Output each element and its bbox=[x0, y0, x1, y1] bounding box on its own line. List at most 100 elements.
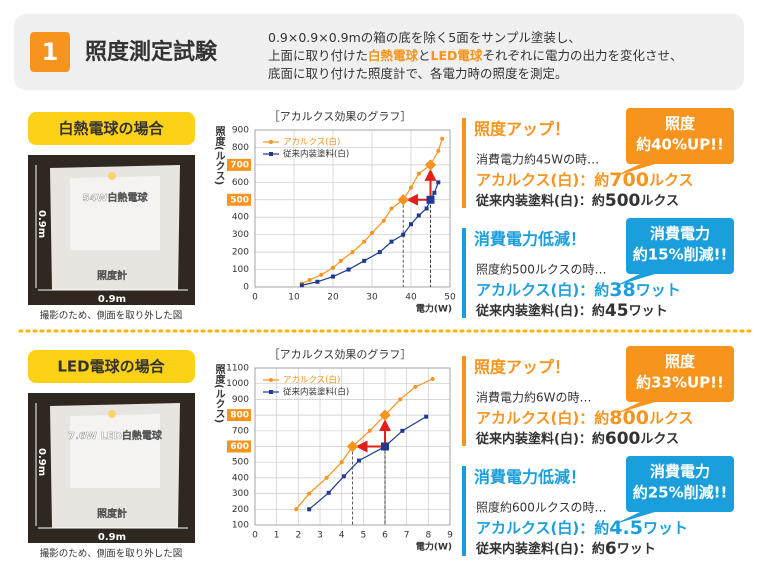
x-tick-label: 30 bbox=[366, 293, 378, 303]
description-line: 上面に取り付けた白熱電球とLED電球それぞれに電力の出力を変化させ、 bbox=[268, 48, 682, 63]
panel-ours-part: ルクス bbox=[649, 409, 694, 427]
x-tick-label: 8 bbox=[425, 531, 431, 541]
y-tick-label: 100 bbox=[232, 521, 249, 531]
point bbox=[389, 239, 394, 244]
y-tick-label: 400 bbox=[232, 213, 249, 223]
point bbox=[424, 206, 429, 211]
photo-bulb-label: 54W白熱電球 bbox=[83, 191, 149, 204]
point bbox=[370, 230, 374, 235]
panel-ours-part: アカルクス(白)：約 bbox=[476, 519, 609, 537]
y-tick-label: 600 bbox=[230, 442, 249, 452]
x-tick-label: 9 bbox=[447, 531, 453, 541]
y-tick-label: 500 bbox=[230, 195, 249, 205]
point bbox=[357, 458, 361, 463]
y-tick-label: 200 bbox=[232, 248, 249, 258]
point bbox=[436, 148, 441, 153]
photo-bulb-label: 7.6W LED白熱電球 bbox=[68, 429, 163, 442]
panel-bar bbox=[462, 118, 466, 208]
badge-tail bbox=[615, 164, 655, 176]
legend-marker bbox=[269, 378, 273, 382]
panel-condition: 照度約600ルクスの時… bbox=[476, 500, 607, 515]
badge-tail bbox=[615, 512, 655, 524]
panel-theirs-part: ワット bbox=[617, 542, 656, 557]
badge-text: 約33%UP!! bbox=[636, 374, 724, 392]
panel-theirs-part: 45 bbox=[605, 301, 629, 321]
highlight-point bbox=[346, 440, 359, 453]
y-tick-label: 500 bbox=[232, 458, 249, 468]
panel-ours-part: アカルクス(白)：約 bbox=[476, 171, 609, 189]
description-text: と bbox=[418, 48, 431, 63]
panel-ours-part: アカルクス(白)：約 bbox=[476, 281, 609, 299]
panel-theirs: 従来内装塗料(白)：約600ルクス bbox=[475, 429, 679, 449]
y-tick-label: 900 bbox=[232, 395, 249, 405]
y-tick-label: 400 bbox=[232, 473, 249, 483]
section-label-box bbox=[28, 350, 195, 383]
photo-box-inner bbox=[70, 176, 160, 250]
point bbox=[381, 218, 386, 223]
highlight-point bbox=[424, 159, 437, 171]
x-tick-label: 2 bbox=[295, 531, 301, 541]
panel-heading: 消費電力低減！ bbox=[474, 230, 586, 249]
tick-highlight bbox=[227, 440, 251, 453]
number: 1 bbox=[42, 38, 59, 66]
y-tick-label: 900 bbox=[232, 126, 249, 136]
point bbox=[362, 239, 367, 244]
panel-theirs: 従来内装塗料(白)：約6ワット bbox=[475, 539, 656, 559]
point bbox=[294, 507, 299, 512]
series-line bbox=[295, 378, 433, 510]
panel-theirs-part: 6 bbox=[605, 539, 617, 559]
plot-frame bbox=[254, 129, 451, 288]
chart-title: ［アカルクス効果のグラフ］ bbox=[269, 109, 412, 123]
point bbox=[377, 250, 382, 255]
point bbox=[440, 136, 445, 141]
x-tick-label: 10 bbox=[288, 293, 300, 303]
bulb bbox=[108, 410, 116, 418]
badge-text: 照度 bbox=[665, 115, 696, 133]
badge-text: 消費電力 bbox=[650, 463, 710, 481]
point bbox=[307, 507, 312, 512]
panel-ours: アカルクス(白)：約700ルクス bbox=[476, 169, 694, 191]
panel-bar bbox=[462, 356, 466, 446]
section-label: LED電球の場合 bbox=[57, 358, 165, 376]
point bbox=[401, 232, 406, 237]
photo-height: 0.9m bbox=[36, 210, 47, 238]
point bbox=[400, 428, 405, 433]
badge-text: 約25%削減!! bbox=[633, 484, 728, 502]
bulb bbox=[108, 172, 116, 180]
badge-text: 消費電力 bbox=[650, 225, 710, 243]
point bbox=[416, 213, 421, 218]
y-tick-label: 800 bbox=[230, 411, 249, 421]
y-axis-label: 照度(ルクス) bbox=[213, 126, 225, 185]
x-tick-label: 4 bbox=[339, 531, 345, 541]
badge-text: 約15%削減!! bbox=[633, 246, 728, 264]
y-tick-label: 200 bbox=[232, 505, 249, 515]
y-tick-label: 700 bbox=[232, 426, 249, 436]
panel-ours: アカルクス(白)：約38ワット bbox=[476, 279, 681, 301]
photo-width: 0.9m bbox=[98, 532, 126, 543]
panel-ours-part: アカルクス(白)：約 bbox=[476, 409, 609, 427]
section-label-box bbox=[28, 112, 195, 145]
point bbox=[315, 279, 320, 284]
panel-ours: アカルクス(白)：約4.5ワット bbox=[476, 517, 688, 539]
legend-label: 従来内装塗料(白) bbox=[283, 387, 349, 398]
x-tick-label: 0 bbox=[252, 531, 258, 541]
description-text: 白熱電球 bbox=[368, 48, 419, 63]
description-text: LED電球 bbox=[431, 48, 483, 63]
panel-ours-part: 4.5 bbox=[609, 517, 643, 539]
header-box bbox=[14, 14, 744, 90]
panel-condition: 消費電力約6Wの時… bbox=[476, 390, 592, 405]
point bbox=[430, 376, 435, 381]
panel-heading: 照度アップ！ bbox=[474, 358, 570, 377]
panel-theirs-part: ワット bbox=[629, 304, 668, 319]
point bbox=[324, 475, 329, 480]
badge-tail bbox=[615, 402, 655, 414]
y-tick-label: 300 bbox=[232, 230, 249, 240]
x-axis-label: 電力(W) bbox=[416, 303, 452, 315]
panel-theirs-part: 従来内装塗料(白)：約 bbox=[475, 541, 605, 557]
x-tick-label: 50 bbox=[444, 293, 456, 303]
x-axis-label: 電力(W) bbox=[416, 541, 452, 553]
panel-bar bbox=[462, 228, 466, 318]
x-tick-label: 1 bbox=[274, 531, 280, 541]
chart-title: ［アカルクス効果のグラフ］ bbox=[269, 347, 412, 361]
point bbox=[362, 258, 367, 263]
